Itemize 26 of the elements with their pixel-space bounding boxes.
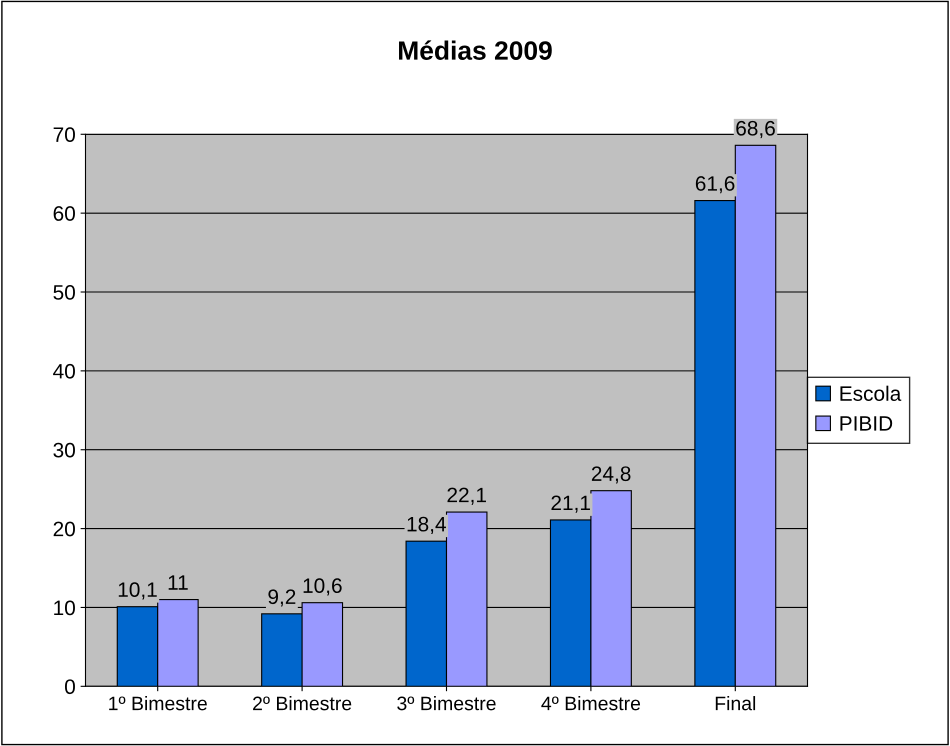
y-tick-label: 50: [53, 285, 75, 300]
y-tick-label: 10: [54, 600, 75, 616]
data-label: 24,8: [592, 466, 630, 484]
data-label: 11: [168, 575, 188, 590]
data-label: 10,1: [118, 582, 157, 600]
data-label: 21,1: [551, 495, 590, 513]
x-tick-label: Final: [716, 696, 756, 710]
legend-label: PIBID: [840, 416, 892, 431]
data-label: 18,4: [408, 516, 446, 534]
y-tick-label: 60: [54, 206, 75, 221]
data-label: 68,6: [736, 120, 775, 138]
data-label: 61,6: [696, 176, 734, 194]
y-tick-label: 70: [54, 127, 75, 142]
data-label: 10,6: [304, 578, 342, 596]
chart-title: Médias 2009: [399, 40, 552, 60]
y-tick-label: 40: [53, 364, 75, 379]
x-tick-label: 4º Bimestre: [541, 696, 640, 710]
x-tick-label: 1º Bimestre: [109, 696, 207, 710]
y-tick-label: 20: [54, 522, 75, 536]
data-label: 22,1: [447, 488, 486, 505]
x-tick-label: 3º Bimestre: [397, 696, 496, 710]
legend-label: Escola: [840, 386, 902, 401]
y-tick-label: 0: [65, 679, 75, 694]
x-tick-label: 2º Bimestre: [253, 696, 352, 710]
data-label: 9,2: [268, 589, 296, 607]
y-tick-label: 30: [53, 442, 75, 458]
